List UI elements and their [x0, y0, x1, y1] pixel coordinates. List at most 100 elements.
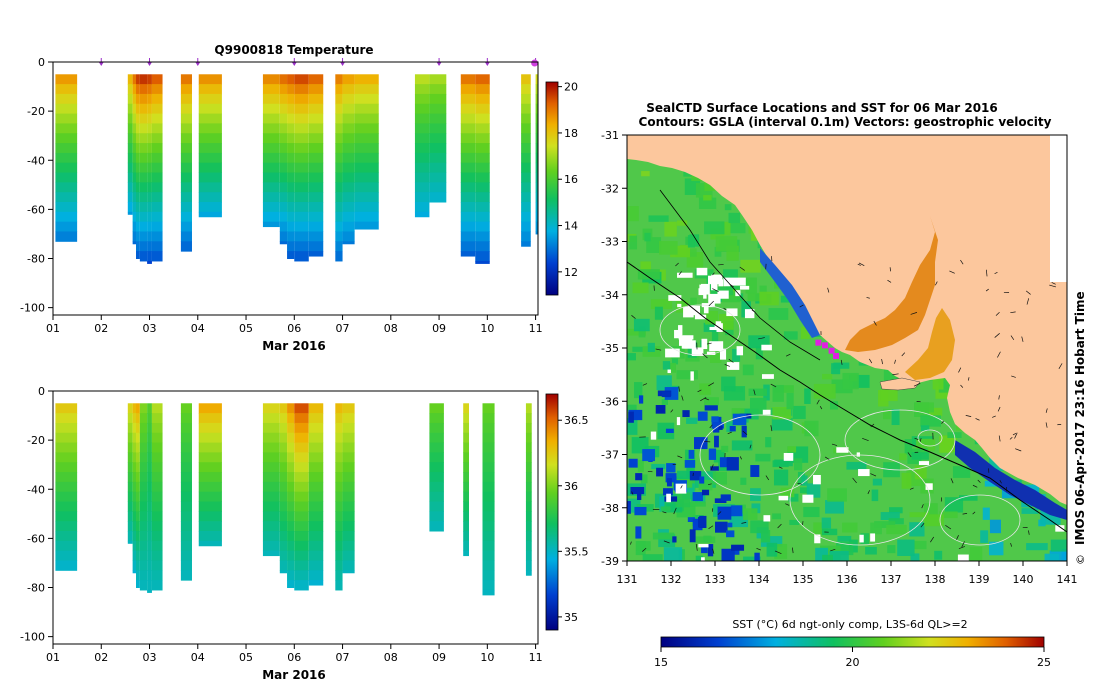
velocity-vector: [702, 353, 708, 359]
section-cell: [460, 123, 476, 134]
section-cell: [151, 123, 163, 134]
lon-tick-label: 141: [1057, 573, 1078, 586]
section-cell: [132, 511, 137, 522]
sst-cold-cell: [684, 460, 696, 468]
section-cell: [262, 192, 280, 203]
section-cell: [287, 172, 295, 183]
x-tick-label: 06: [287, 651, 301, 664]
section-cell: [414, 74, 430, 85]
x-tick-label: 05: [239, 651, 253, 664]
velocity-vector: [958, 367, 962, 373]
section-cell: [342, 211, 355, 223]
velocity-vector: [681, 395, 684, 401]
section-cell: [127, 103, 133, 115]
section-cell: [147, 162, 152, 174]
section-cell: [463, 413, 469, 424]
sst-cell: [901, 472, 912, 489]
sst-cell: [656, 375, 672, 391]
section-cell: [180, 133, 192, 144]
sst-cell: [939, 436, 953, 453]
section-cell: [198, 422, 222, 434]
section-cell: [279, 442, 288, 453]
section-cell: [335, 231, 343, 242]
sst-cell: [627, 206, 639, 222]
section-cell: [55, 103, 78, 115]
section-cell: [132, 432, 137, 444]
sst-cell: [846, 461, 867, 470]
sst-cell: [822, 554, 833, 561]
colorbar-tick-label: 14: [564, 220, 578, 233]
section-cell: [279, 152, 288, 164]
section-cell: [521, 74, 531, 85]
section-cell: [308, 570, 324, 581]
section-cell: [132, 472, 137, 483]
x-tick-label: 04: [191, 651, 205, 664]
sst-cell: [793, 458, 803, 471]
section-cell: [132, 550, 137, 561]
section-cell: [151, 550, 163, 561]
section-cell: [147, 570, 152, 581]
sst-cold-cell: [729, 426, 736, 432]
section-cell: [308, 192, 324, 203]
section-cell: [287, 442, 295, 453]
section-cell: [535, 123, 538, 134]
section-cell: [335, 202, 343, 213]
section-cell: [279, 241, 288, 245]
sst-colorbar-tick-label: 25: [1037, 656, 1051, 669]
section-cell: [460, 241, 476, 252]
salinity-cells: [55, 403, 532, 596]
section-cell: [262, 540, 280, 552]
section-cell: [463, 521, 469, 532]
sst-cold-cell: [672, 536, 677, 543]
sst-cell: [658, 529, 669, 535]
section-cell: [262, 481, 280, 493]
section-cell: [294, 531, 309, 542]
section-cell: [463, 432, 469, 444]
section-cell: [287, 413, 295, 424]
section-cell: [55, 143, 78, 154]
sst-cell: [722, 269, 738, 281]
section-cell: [475, 182, 490, 193]
section-cell: [151, 452, 163, 463]
velocity-vector: [727, 431, 732, 435]
section-cell: [482, 560, 495, 571]
velocity-vector: [960, 384, 964, 388]
velocity-vector: [941, 420, 944, 424]
section-cell: [151, 413, 163, 424]
section-cell: [463, 491, 469, 503]
section-cell: [136, 422, 140, 434]
section-cell: [279, 462, 288, 473]
section-cell: [136, 432, 140, 444]
section-cell: [180, 531, 192, 542]
sst-cell: [872, 478, 882, 486]
cloud-gap: [678, 325, 683, 336]
velocity-vector: [739, 266, 745, 271]
temperature-cells: [55, 74, 538, 264]
section-cell: [139, 143, 148, 154]
section-cell: [342, 511, 355, 522]
sst-cell: [772, 513, 781, 520]
section-cell: [287, 211, 295, 223]
section-cell: [55, 74, 78, 85]
section-cell: [136, 143, 140, 154]
section-cell: [287, 113, 295, 124]
section-cell: [475, 221, 490, 232]
section-cell: [279, 422, 288, 434]
section-cell: [335, 133, 343, 144]
lon-tick-label: 133: [705, 573, 726, 586]
sst-cell: [695, 555, 704, 561]
section-cell: [475, 241, 490, 252]
section-cell: [279, 540, 288, 552]
section-cell: [127, 211, 133, 215]
section-cell: [460, 202, 476, 213]
section-cell: [279, 113, 288, 124]
section-cell: [180, 560, 192, 571]
sst-cell: [731, 440, 753, 451]
section-cell: [287, 182, 295, 193]
sst-cold-cell: [663, 488, 673, 496]
sst-cold-cell: [704, 405, 718, 411]
velocity-vector: [670, 409, 674, 413]
velocity-vector: [774, 550, 782, 555]
section-cell: [535, 93, 538, 105]
section-cell: [127, 143, 133, 154]
